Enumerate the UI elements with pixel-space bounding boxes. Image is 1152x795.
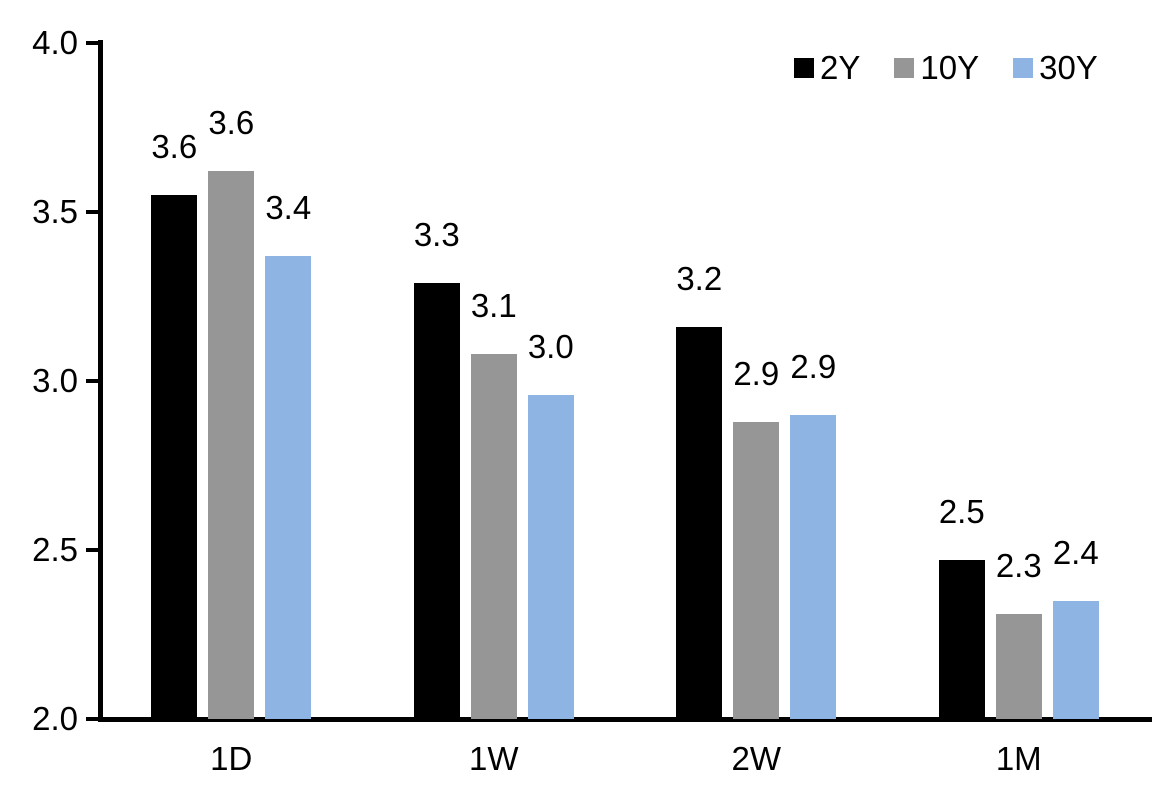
legend-swatch-icon [1013,58,1034,78]
bar-value-label: 3.3 [413,215,460,253]
bar-30Y-2W [790,414,837,719]
x-category-label-1D: 1D [210,740,253,777]
bar-value-label: 3.1 [470,286,517,324]
bar-30Y-1M [1052,600,1099,719]
x-axis-line [98,717,1152,722]
x-category-label-2W: 2W [731,740,782,777]
bar-30Y-1W [527,394,574,719]
bar-value-label: 3.2 [676,259,723,297]
y-tick-label: 3.0 [32,362,78,399]
bar-value-label: 3.0 [527,327,574,365]
bar-2Y-2W [676,326,723,719]
legend-label: 10Y [920,49,980,86]
bar-value-label: 3.4 [265,188,312,226]
y-tick-label: 4.0 [32,24,78,61]
bar-10Y-1W [470,353,517,719]
legend-swatch-icon [794,58,814,78]
y-tick-mark [86,41,100,45]
y-tick-label: 2.5 [32,531,78,568]
y-axis-line [98,40,103,722]
legend-item-2Y: 2Y [794,49,860,87]
bar-10Y-1D [208,171,255,719]
legend-item-30Y: 30Y [1013,49,1098,87]
y-tick-label: 2.0 [32,700,78,737]
chart-legend: 2Y 10Y 30Y [794,49,1098,87]
bar-2Y-1W [413,282,460,719]
bar-30Y-1D [265,255,312,719]
legend-swatch-icon [894,58,915,78]
bar-10Y-1M [995,614,1042,719]
y-tick-mark [86,717,100,721]
bar-value-label: 2.3 [995,547,1042,585]
legend-label: 2Y [820,49,861,86]
y-tick-label: 3.5 [32,193,78,230]
bar-value-label: 2.5 [938,493,985,531]
bar-value-label: 2.9 [790,347,837,385]
bar-value-label: 2.4 [1052,533,1099,571]
y-tick-mark [86,548,100,552]
y-tick-mark [86,210,100,214]
bar-10Y-2W [733,421,780,719]
bar-2Y-1D [151,195,198,719]
bar-value-label: 2.9 [733,354,780,392]
x-category-label-1W: 1W [469,740,519,777]
y-tick-mark [86,379,100,383]
x-category-label-1M: 1M [995,740,1042,777]
bar-2Y-1M [938,560,985,719]
bar-value-label: 3.6 [151,128,198,166]
bar-value-label: 3.6 [208,104,255,142]
legend-label: 30Y [1039,49,1098,86]
legend-item-10Y: 10Y [894,49,979,87]
